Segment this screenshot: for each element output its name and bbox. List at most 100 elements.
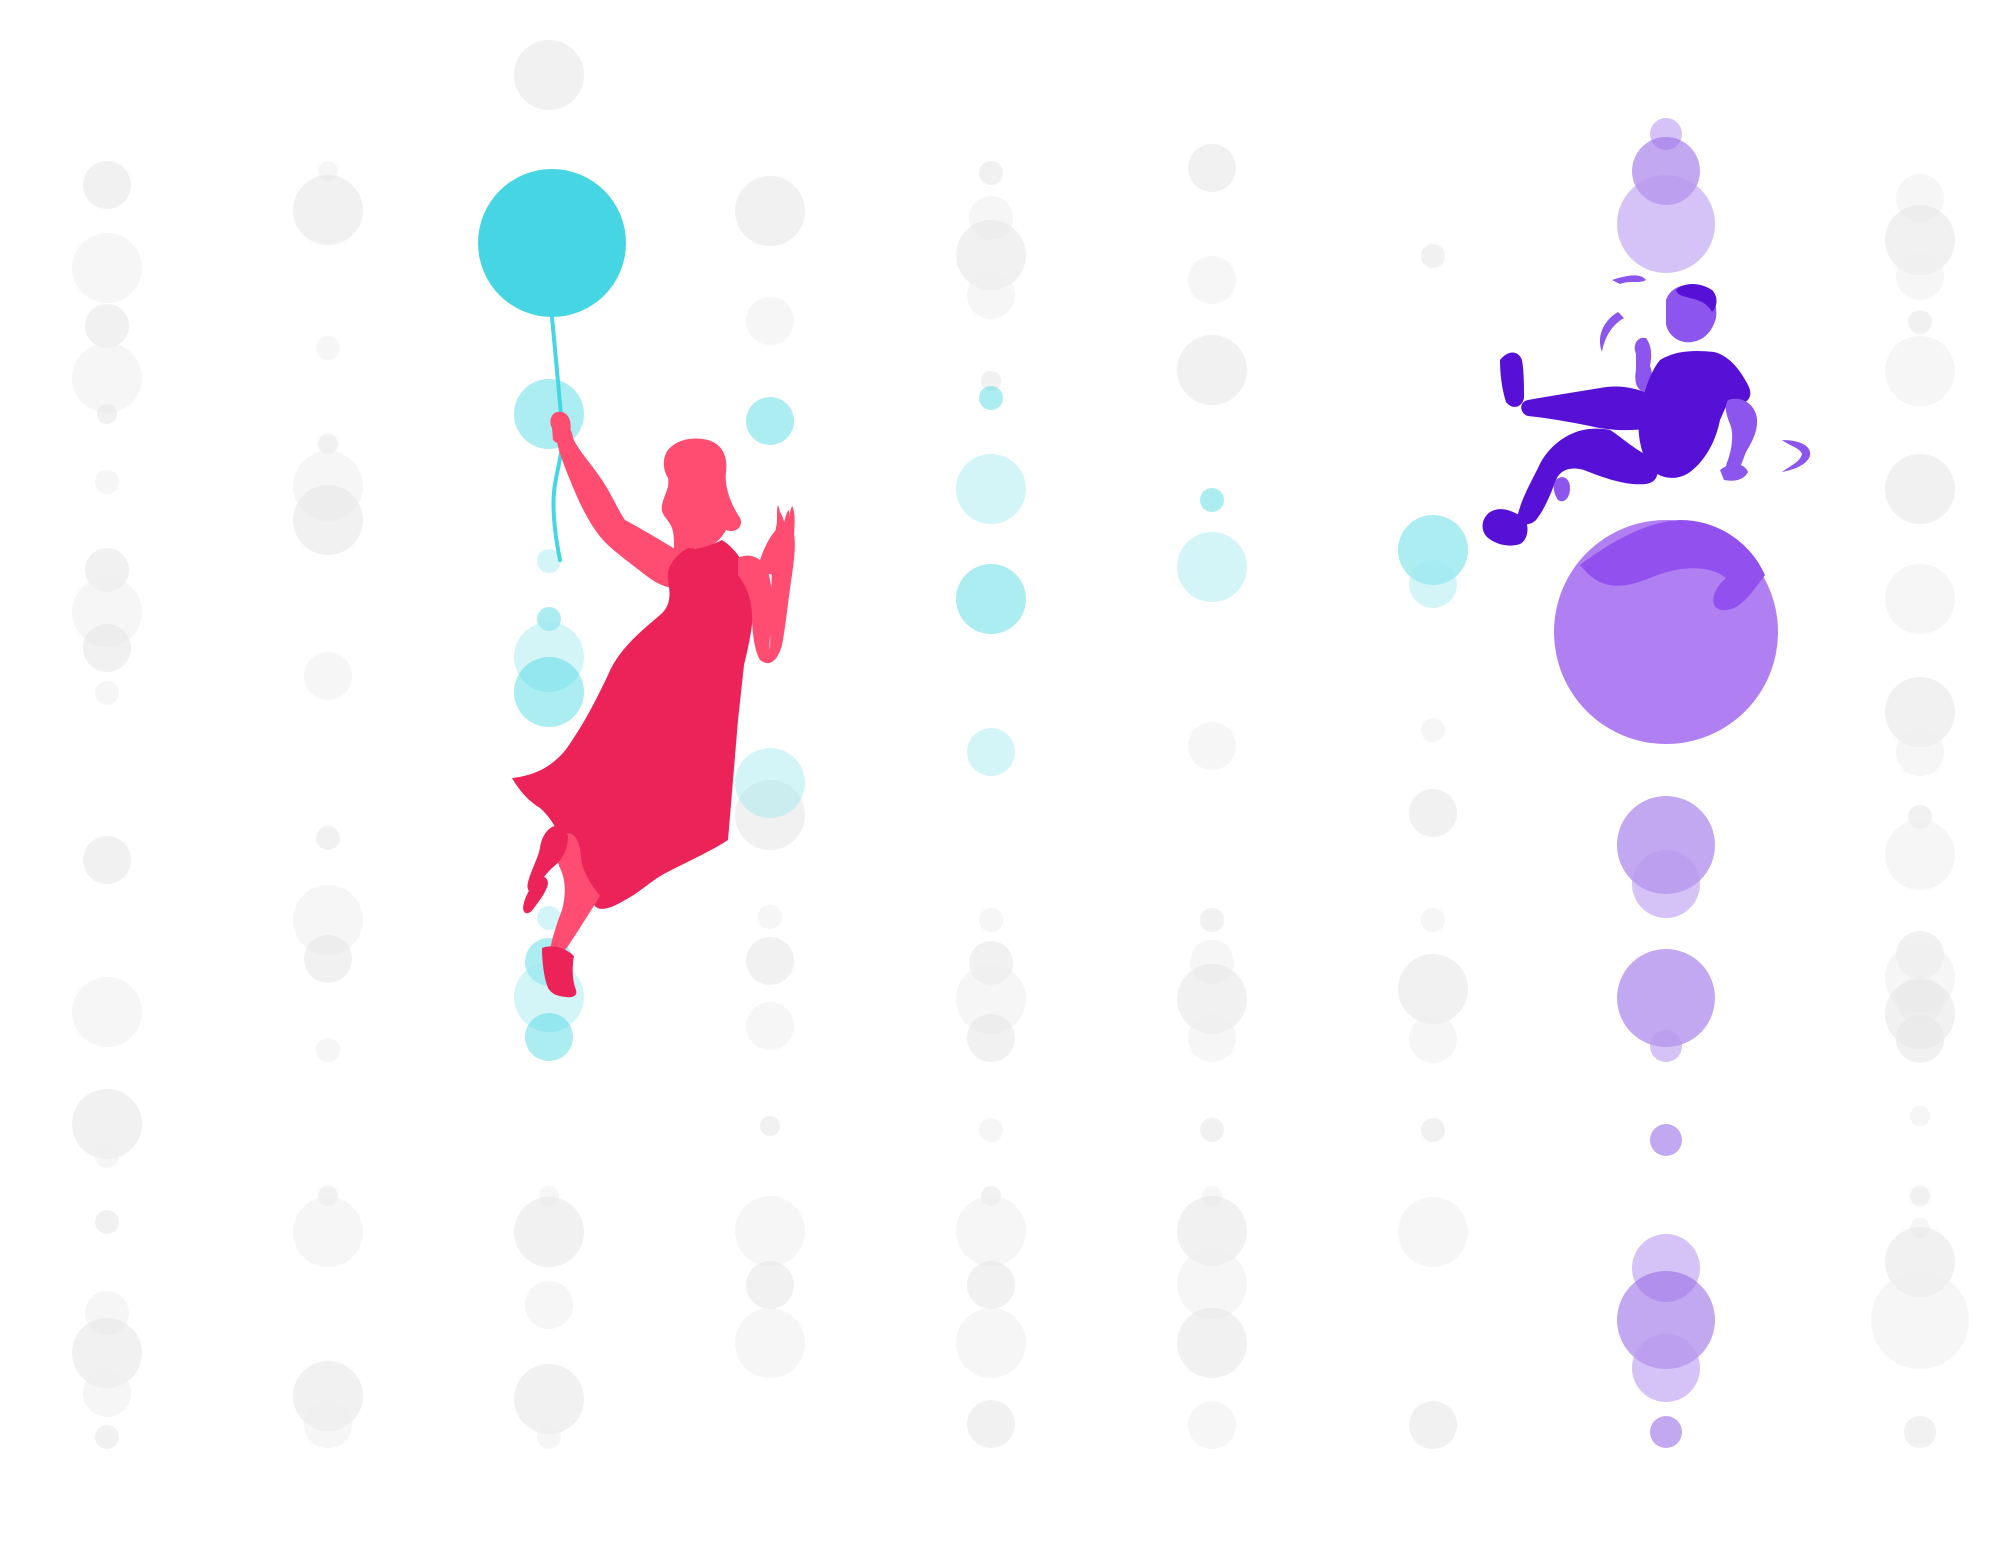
motion-line-icon	[1782, 440, 1811, 472]
man-hair-icon	[1676, 284, 1717, 312]
woman-shoe-icon	[542, 946, 577, 998]
grey-bubble	[1910, 1186, 1930, 1206]
grey-bubble	[735, 1308, 805, 1378]
woman-leg-icon	[548, 833, 600, 960]
grey-bubble	[735, 780, 805, 850]
grey-bubble	[83, 836, 131, 884]
grey-bubble	[85, 304, 129, 348]
grey-bubble	[956, 1308, 1026, 1378]
grey-bubble	[1885, 564, 1955, 634]
grey-bubble	[760, 1116, 780, 1136]
grey-bubble	[1421, 244, 1445, 268]
grey-bubble	[514, 40, 584, 110]
cyan-bubble	[1177, 532, 1247, 602]
grey-bubble	[981, 371, 1001, 391]
cyan-bubble	[979, 386, 1003, 410]
purple-bubble	[1632, 1334, 1700, 1402]
grey-bubble	[746, 1261, 794, 1309]
cyan-bubble	[537, 549, 561, 573]
grey-bubble	[1885, 454, 1955, 524]
grey-bubble	[1188, 722, 1236, 770]
man-lower-leg-icon	[1517, 428, 1658, 525]
cyan-bubble	[746, 397, 794, 445]
woman-back-leg-icon	[527, 825, 568, 893]
grey-bubble	[1908, 310, 1932, 334]
cyan-bubble	[537, 607, 561, 631]
grey-bubble	[514, 1197, 584, 1267]
cyan-bubble	[537, 906, 561, 930]
cyan-bubble	[514, 379, 584, 449]
bubble-field	[72, 40, 1969, 1449]
grey-bubble	[1885, 336, 1955, 406]
cyan-bubble	[735, 748, 805, 818]
grey-bubble	[1177, 1308, 1247, 1378]
grey-bubble	[1421, 1118, 1445, 1142]
grey-bubble	[83, 161, 131, 209]
grey-bubble	[72, 1089, 142, 1159]
grey-bubble	[967, 1400, 1015, 1448]
grey-bubble	[956, 1196, 1026, 1266]
grey-bubble	[318, 434, 338, 454]
grey-bubble	[316, 336, 340, 360]
grey-bubble	[1885, 820, 1955, 890]
grey-bubble	[1188, 1014, 1236, 1062]
purple-bubble	[1650, 1030, 1682, 1062]
woman-waving-hand-icon	[760, 505, 790, 575]
grey-bubble	[514, 1364, 584, 1434]
grey-bubble	[1200, 1118, 1224, 1142]
grey-bubble	[72, 977, 142, 1047]
motion-line-icon	[1612, 275, 1646, 284]
grey-bubble	[304, 652, 352, 700]
man-back-shoe-icon	[1482, 509, 1528, 546]
purple-bubble	[1650, 1416, 1682, 1448]
grey-bubble	[304, 1400, 352, 1448]
grey-bubble	[95, 1144, 119, 1168]
purple-bubble	[1617, 949, 1715, 1047]
grey-bubble	[758, 905, 782, 929]
grey-bubble	[735, 1196, 805, 1266]
balloon-icon	[478, 169, 626, 317]
grey-bubble	[97, 404, 117, 424]
grey-bubble	[95, 1425, 119, 1449]
grey-bubble	[1910, 1106, 1930, 1126]
motion-line-icon	[1599, 312, 1624, 352]
grey-bubble	[293, 175, 363, 245]
grey-bubble	[746, 937, 794, 985]
woman-head-icon	[661, 438, 742, 562]
man-arm-icon	[1725, 398, 1758, 476]
grey-bubble	[1904, 1416, 1936, 1448]
grey-bubble	[72, 343, 142, 413]
cyan-bubble	[967, 728, 1015, 776]
grey-bubble	[979, 161, 1003, 185]
grey-bubble	[1177, 335, 1247, 405]
grey-bubble	[1409, 1015, 1457, 1063]
grey-bubble	[979, 908, 1003, 932]
grey-bubble	[1200, 908, 1224, 932]
grey-bubble	[95, 681, 119, 705]
grey-bubble	[293, 885, 363, 955]
grey-bubble	[316, 1038, 340, 1062]
man-foot-detail-icon	[1553, 477, 1570, 502]
grey-bubble	[1421, 908, 1445, 932]
grey-bubble	[735, 176, 805, 246]
man-right-hand-icon	[1720, 464, 1748, 481]
purple-bubble	[1650, 1124, 1682, 1156]
grey-bubble	[1885, 677, 1955, 747]
grey-bubble	[1885, 979, 1955, 1049]
grey-bubble	[979, 1118, 1003, 1142]
cyan-bubble	[1409, 560, 1457, 608]
purple-bubble	[1617, 175, 1715, 273]
cyan-bubble	[514, 622, 584, 692]
grey-bubble	[1885, 205, 1955, 275]
grey-bubble	[1409, 789, 1457, 837]
grey-bubble	[967, 1014, 1015, 1062]
grey-bubble	[956, 964, 1026, 1034]
woman-holding-balloon-icon	[478, 169, 795, 998]
grey-bubble	[1177, 1249, 1247, 1319]
grey-bubble	[1177, 1196, 1247, 1266]
ball-shade-icon	[1580, 520, 1765, 611]
cyan-bubble	[1398, 515, 1468, 585]
grey-bubble	[72, 577, 142, 647]
